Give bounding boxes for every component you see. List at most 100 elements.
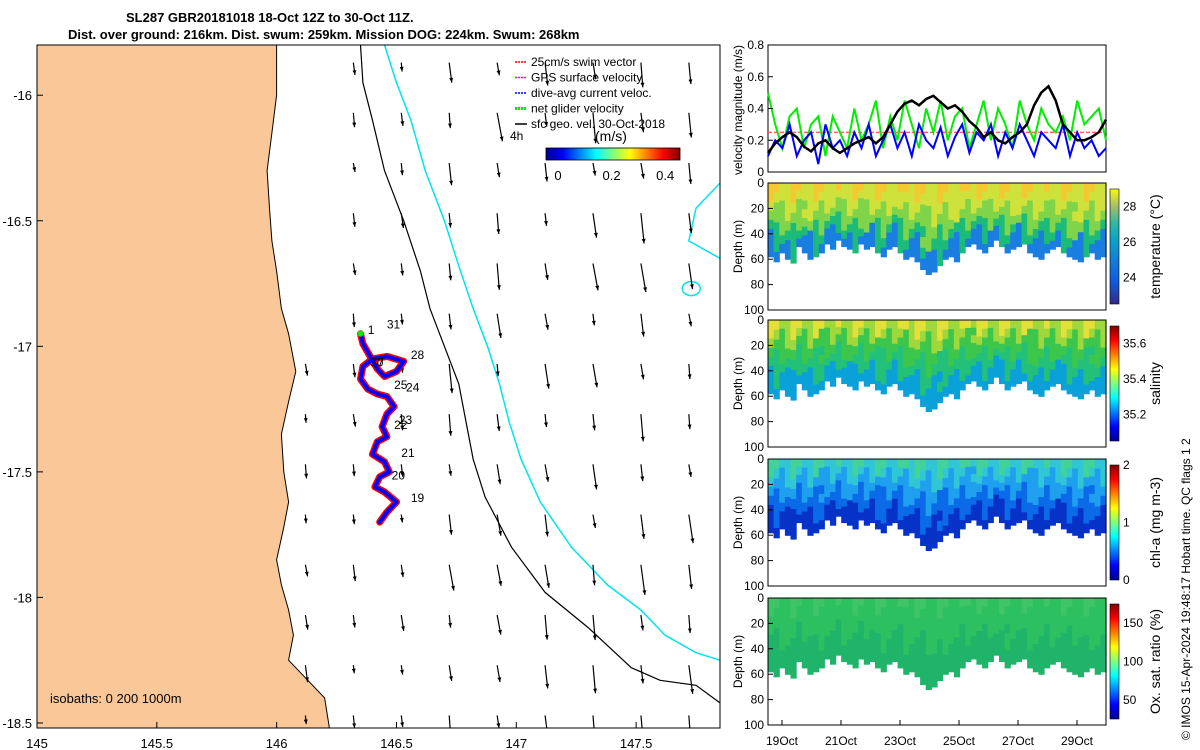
- heatmap-cell: [959, 200, 966, 210]
- heatmap-cell: [965, 190, 972, 200]
- heatmap-cell: [835, 459, 842, 467]
- heatmap-cell: [965, 621, 972, 631]
- heatmap-cell: [869, 375, 876, 385]
- heatmap-cell: [1021, 512, 1028, 521]
- heatmap-cell: [1094, 468, 1101, 479]
- heatmap-cell: [1055, 351, 1062, 361]
- heatmap-cell: [1004, 493, 1011, 504]
- heatmap-cell: [959, 191, 966, 201]
- heatmap-cell: [1044, 485, 1051, 495]
- heatmap-cell: [942, 478, 949, 489]
- heatmap-cell: [858, 205, 865, 215]
- heatmap-cell: [948, 183, 955, 193]
- heatmap-cell: [903, 459, 910, 470]
- heatmap-cell: [1066, 486, 1073, 497]
- heatmap-cell: [959, 235, 966, 245]
- heatmap-cell: [1015, 367, 1023, 377]
- heatmap-cell: [942, 506, 949, 517]
- heatmap-cell: [925, 205, 932, 218]
- heatmap-cell: [920, 384, 927, 397]
- heatmap-cell: [891, 613, 899, 623]
- heatmap-cell: [841, 183, 848, 192]
- heatmap-cell: [908, 459, 915, 469]
- heatmap-cell: [830, 631, 837, 640]
- heatmap-cell: [1089, 200, 1096, 210]
- heatmap-cell: [1021, 620, 1028, 630]
- heatmap-cell: [807, 626, 814, 637]
- heatmap-cell: [1044, 235, 1051, 245]
- geo-velocity-arrowhead: [687, 628, 692, 634]
- heatmap-cell: [942, 240, 949, 251]
- heatmap-cell: [1055, 238, 1062, 248]
- geo-velocity-arrow: [592, 715, 595, 728]
- heatmap-cell: [942, 386, 949, 397]
- heatmap-cell: [1010, 232, 1017, 242]
- heatmap-cell: [841, 375, 848, 385]
- heatmap-cell: [886, 336, 893, 346]
- geo-velocity-arrowhead: [545, 324, 550, 330]
- geo-velocity-arrowhead: [643, 287, 647, 292]
- heatmap-cell: [931, 397, 938, 410]
- heatmap-cell: [830, 207, 837, 217]
- heatmap-cell: [779, 502, 786, 512]
- map-ytick-label: -16.5: [2, 214, 32, 229]
- geo-velocity-arrowhead: [688, 228, 693, 234]
- heatmap-cell: [835, 640, 842, 649]
- heatmap-cell: [779, 641, 786, 651]
- heatmap-cell: [1010, 647, 1017, 657]
- heatmap-cell: [886, 516, 893, 526]
- heatmap-cell: [1010, 467, 1017, 477]
- heatmap-cell: [937, 320, 944, 331]
- heatmap-cell: [779, 615, 786, 625]
- heatmap-cell: [830, 492, 837, 501]
- heatmap-cell: [993, 183, 1000, 191]
- heatmap-cell: [1066, 183, 1073, 193]
- heatmap-cell: [1032, 210, 1039, 221]
- heatmap-cell: [914, 468, 921, 480]
- heatmap-cell: [908, 338, 915, 349]
- heatmap-cell: [813, 375, 820, 385]
- heatmap-cell: [1044, 641, 1051, 651]
- heatmap-cell: [880, 210, 887, 221]
- heatmap-cell: [1077, 478, 1084, 490]
- heatmap-cell: [807, 478, 814, 489]
- heatmap-cell: [931, 342, 938, 354]
- heatmap-cell: [1027, 363, 1034, 373]
- heatmap-cell: [999, 351, 1006, 361]
- heatmap-cell: [908, 644, 915, 654]
- heatmap-cell: [999, 645, 1006, 655]
- heatmap-cell: [903, 211, 910, 222]
- heatmap-cell: [852, 372, 859, 382]
- geo-velocity-arrowhead: [546, 383, 550, 389]
- heatmap-cell: [1072, 626, 1079, 637]
- heatmap-cell: [1060, 235, 1068, 245]
- isobath-1000m-line: [383, 45, 720, 661]
- heatmap-cell: [1032, 495, 1039, 506]
- heatmap-cell: [1083, 477, 1090, 488]
- heatmap-cell: [1021, 320, 1028, 329]
- heatmap-cell: [948, 523, 955, 534]
- heatmap-cell: [931, 653, 938, 666]
- heatmap-cell: [891, 637, 899, 647]
- heatmap-cell: [1077, 498, 1084, 509]
- heatmap-cell: [914, 212, 921, 223]
- heatmap-cell: [1049, 191, 1056, 201]
- heatmap-cell: [773, 349, 780, 360]
- heatmap-cell: [953, 232, 961, 243]
- heatmap-cell: [784, 617, 792, 628]
- heatmap-cell: [852, 200, 859, 210]
- heatmap-cell: [908, 183, 915, 193]
- heatmap-cell: [1055, 490, 1062, 500]
- geo-velocity-arrowhead: [400, 425, 405, 431]
- geo-velocity-arrowhead: [640, 374, 645, 380]
- heatmap-cell: [948, 201, 955, 212]
- heatmap-cell: [925, 388, 932, 401]
- heatmap-cell: [1072, 339, 1079, 350]
- heatmap-cell: [813, 459, 820, 469]
- heatmap-cell: [982, 650, 989, 660]
- heatmap-cell: [1010, 614, 1017, 624]
- heatmap-cell: [970, 327, 977, 336]
- heatmap-cell: [1072, 468, 1079, 479]
- heatmap-cell: [982, 183, 989, 193]
- heatmap-cell: [1072, 377, 1079, 388]
